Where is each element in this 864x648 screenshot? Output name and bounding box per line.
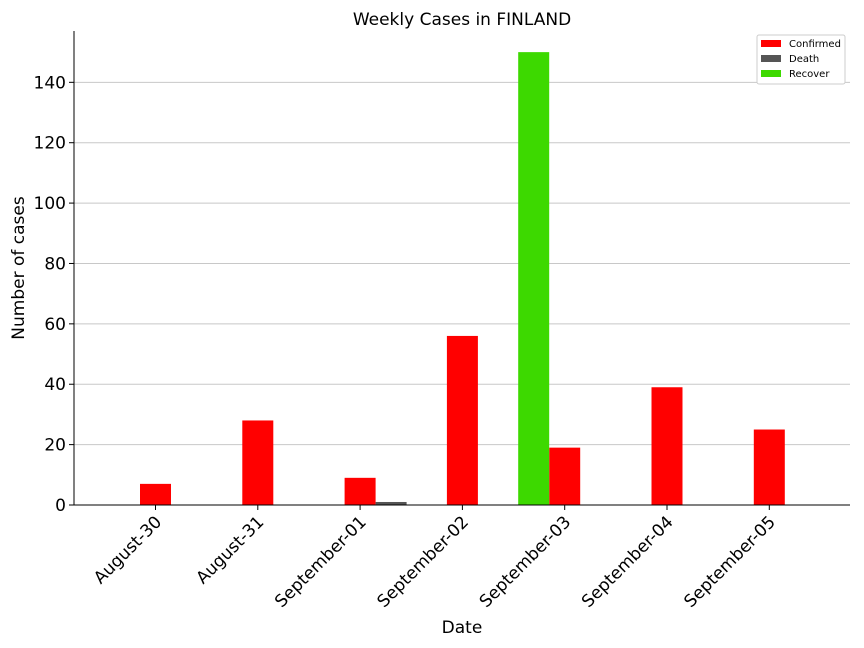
legend-swatch-confirmed — [761, 40, 781, 47]
y-tick-label: 120 — [34, 134, 66, 154]
legend-label-confirmed: Confirmed — [789, 39, 841, 50]
legend-swatch-death — [761, 55, 781, 62]
legend: Confirmed Death Recover — [756, 34, 846, 85]
y-tick-label: 60 — [44, 315, 66, 335]
bar-confirmed-september-01 — [344, 477, 376, 505]
bar-confirmed-august-30 — [140, 483, 171, 505]
grid — [74, 81, 850, 446]
x-tick-label: September-02 — [373, 512, 472, 611]
legend-label-recover: Recover — [789, 69, 830, 80]
x-tick-label: September-01 — [271, 512, 370, 611]
bar-confirmed-september-02 — [446, 335, 478, 505]
bar-confirmed-september-04 — [651, 387, 683, 505]
x-ticks: August-30 August-31 September-01 September-… — [90, 505, 780, 612]
chart-title: Weekly Cases in FINLAND — [353, 10, 571, 30]
bars — [140, 52, 785, 505]
y-tick-label: 40 — [44, 375, 66, 395]
x-axis-title: Date — [442, 618, 483, 638]
bar-confirmed-september-03 — [549, 447, 581, 505]
y-tick-label: 80 — [44, 254, 66, 274]
legend-label-death: Death — [789, 54, 819, 65]
legend-swatch-recover — [761, 70, 781, 77]
bar-confirmed-september-05 — [753, 429, 785, 505]
y-tick-label: 100 — [34, 194, 66, 214]
x-tick-label: September-03 — [476, 512, 575, 611]
y-tick-label: 140 — [34, 73, 66, 93]
x-tick-label: August-31 — [192, 512, 268, 588]
y-tick-label: 0 — [55, 496, 66, 516]
x-tick-label: September-05 — [680, 512, 779, 611]
bar-confirmed-august-31 — [242, 420, 274, 505]
bar-death-september-01 — [375, 501, 407, 505]
y-tick-label: 20 — [44, 436, 66, 456]
y-axis-title: Number of cases — [9, 196, 29, 340]
y-ticks: 0 20 40 60 80 100 120 140 — [34, 73, 74, 516]
bar-recover-september-03 — [518, 52, 550, 505]
x-tick-label: September-04 — [578, 512, 677, 611]
x-tick-label: August-30 — [90, 512, 166, 588]
